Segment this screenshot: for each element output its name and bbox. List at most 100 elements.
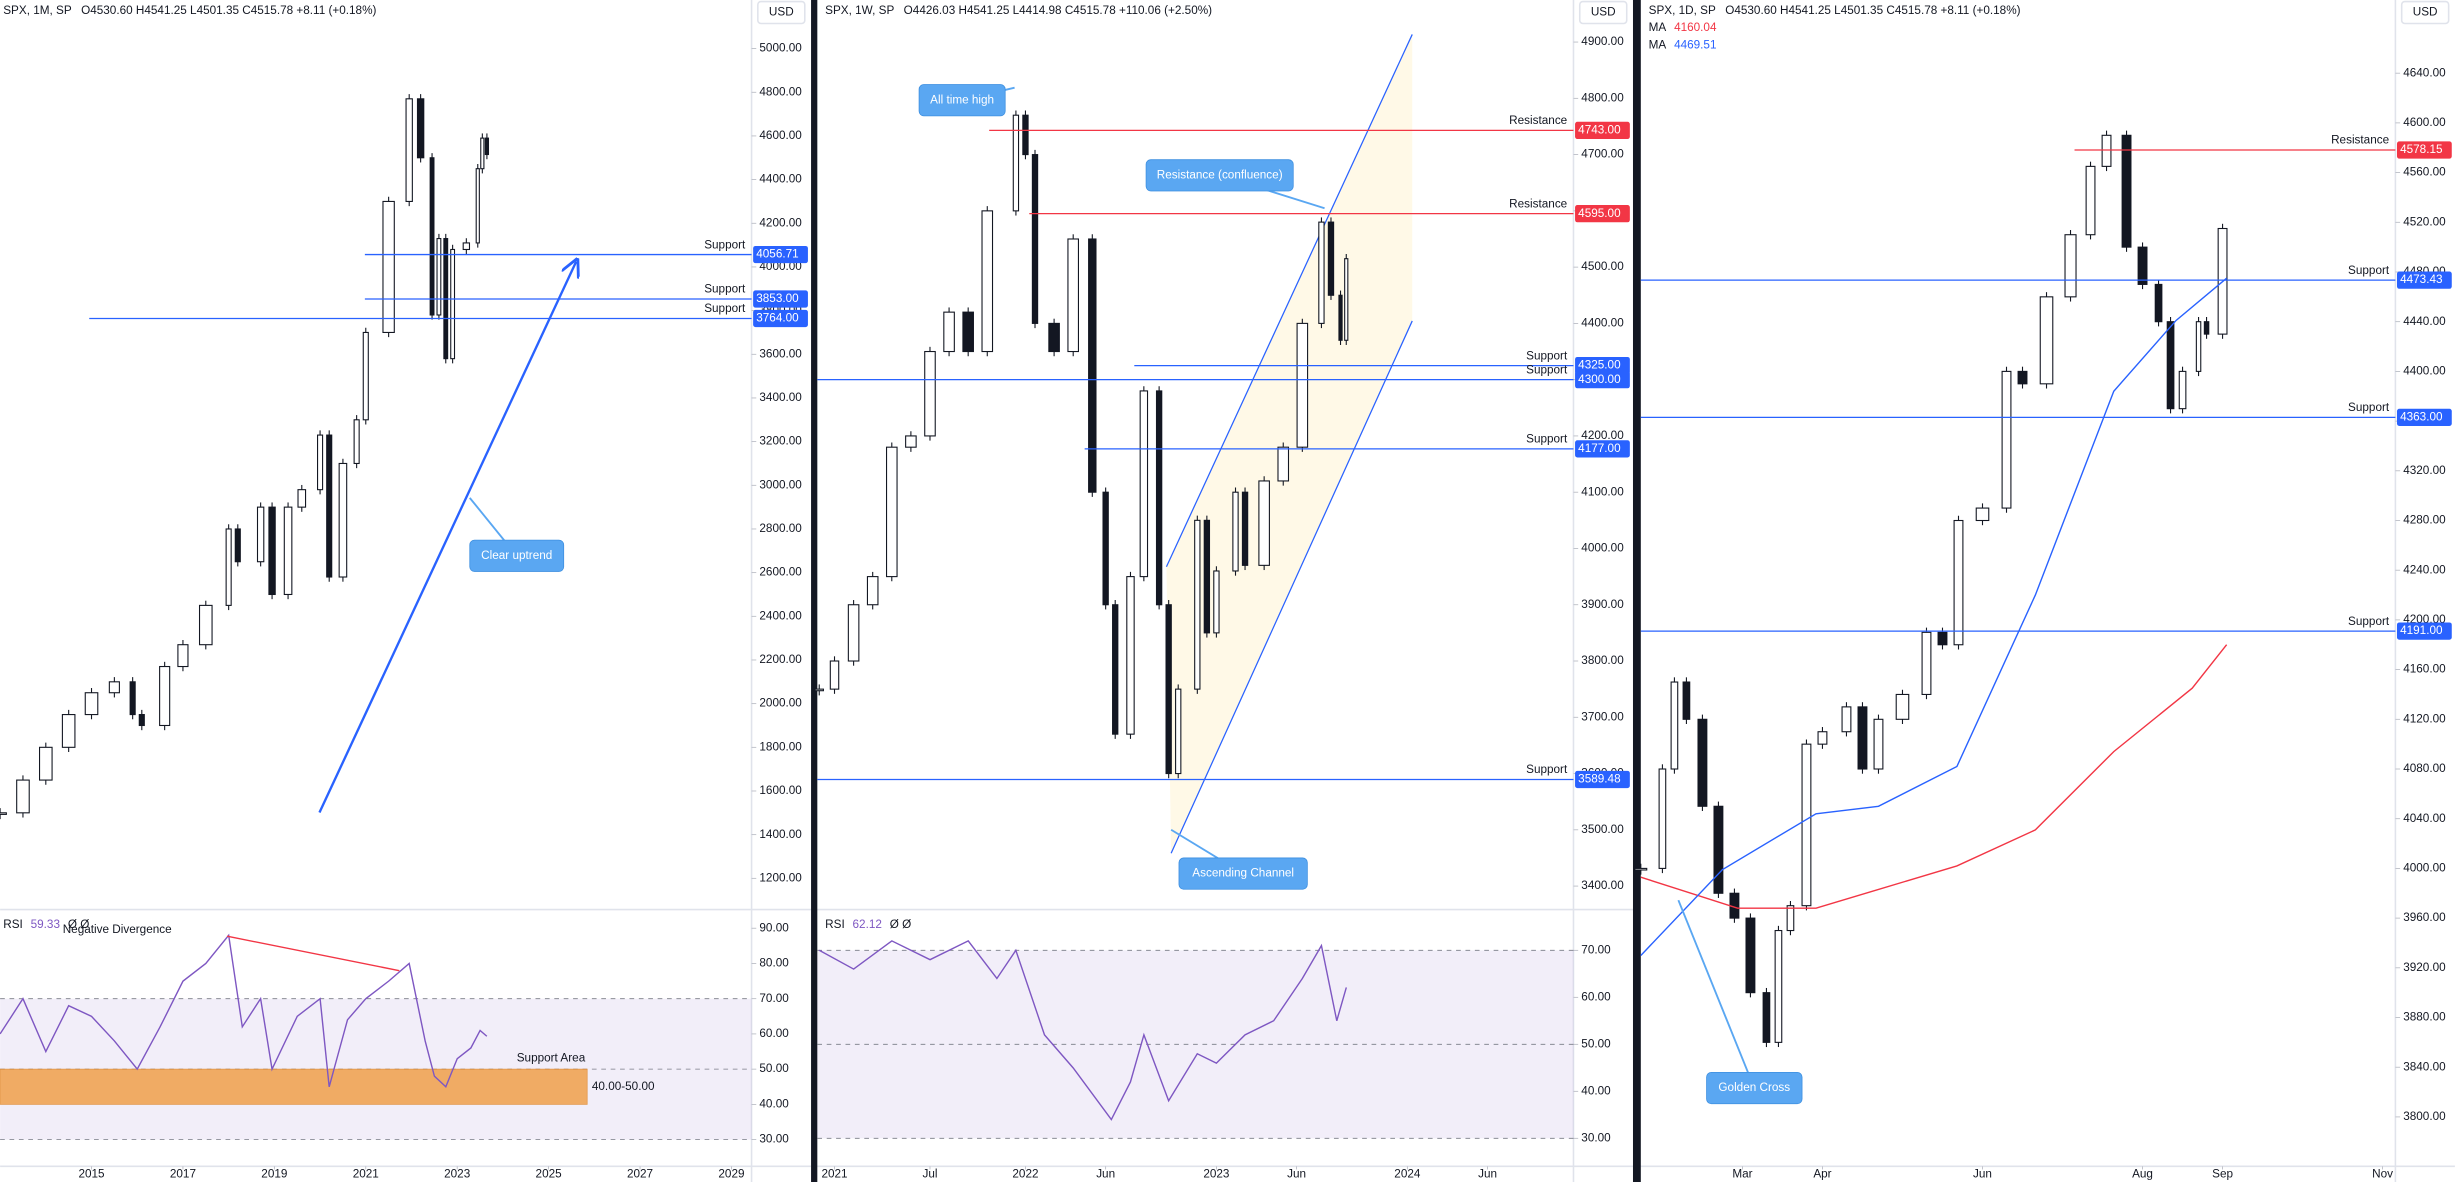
level-badge: [1575, 770, 1630, 789]
candle: [159, 665, 171, 727]
level-value: 4473.43: [2400, 273, 2443, 286]
x-tick-label: 2029: [718, 1167, 744, 1180]
y-tick-label: 3200.00: [759, 435, 802, 448]
level-label: Support: [2348, 264, 2390, 277]
candle: [317, 434, 324, 491]
candle: [1682, 681, 1691, 720]
y-tick-label: 3000.00: [759, 478, 802, 491]
level-badge: [753, 245, 808, 264]
rsi-name: RSI: [825, 918, 845, 931]
callout-text: Resistance (confluence): [1157, 168, 1283, 181]
y-tick-label: 2600.00: [759, 566, 802, 579]
candle: [1277, 446, 1290, 482]
level-label: Support: [704, 283, 746, 296]
candle: [1327, 221, 1335, 296]
rsi-status: Ø Ø: [68, 918, 90, 931]
y-tick-label: 3800.00: [2403, 1110, 2446, 1123]
y-tick-label: 3400.00: [759, 391, 802, 404]
candle: [1139, 390, 1149, 578]
candle: [962, 311, 974, 353]
level-label: Support: [704, 238, 746, 251]
y-tick-label: 4080.00: [2403, 762, 2446, 775]
callout-text: All time high: [930, 93, 994, 106]
rsi-y-tick-label: 40.00: [1581, 1084, 1611, 1097]
candle: [1031, 154, 1039, 324]
candle: [1194, 519, 1201, 690]
candle: [480, 137, 485, 170]
candle: [1745, 917, 1756, 994]
y-tick-label: 3800.00: [1581, 654, 1624, 667]
candle: [2203, 321, 2210, 335]
level-badge: [1575, 371, 1630, 389]
x-tick-label: Aug: [2132, 1167, 2153, 1180]
y-tick-label: 3900.00: [1581, 598, 1624, 611]
y-tick-label: 3920.00: [2403, 961, 2446, 974]
rsi-y-tick-label: 30.00: [759, 1133, 789, 1146]
rsi-y-tick-label: 50.00: [1581, 1037, 1611, 1050]
rsi-header: RSI 62.12 Ø Ø: [825, 918, 911, 931]
candle: [1774, 929, 1783, 1043]
y-tick-label: 4040.00: [2403, 812, 2446, 825]
ma-name: MA: [1649, 38, 1667, 51]
y-tick-label: 4240.00: [2403, 563, 2446, 576]
y-tick-label: 4200.00: [1581, 429, 1624, 442]
candle: [1658, 768, 1667, 869]
panel-separator: [1632, 0, 1641, 1182]
level-badge: [2396, 271, 2452, 289]
candle: [1067, 238, 1079, 353]
candle: [1841, 706, 1852, 733]
candle: [2039, 296, 2054, 385]
candle: [283, 506, 293, 596]
candle: [416, 98, 425, 159]
y-tick-label: 4400.00: [2403, 364, 2446, 377]
y-tick-label: 4000.00: [1581, 542, 1624, 555]
currency: USD: [1591, 6, 1616, 19]
rsi-y-tick-label: 80.00: [759, 957, 789, 970]
candle: [1012, 114, 1020, 212]
candle: [429, 157, 435, 316]
ma-legend: MA 4469.51: [1649, 38, 1717, 51]
level-label: Support: [1526, 763, 1568, 776]
level-value: 4191.00: [2400, 624, 2443, 637]
y-tick-label: 3700.00: [1581, 710, 1624, 723]
ohlc: O4530.60 H4541.25 L4501.35 C4515.78 +8.1…: [1725, 4, 2020, 17]
candle: [2101, 134, 2112, 167]
candle: [353, 419, 360, 465]
y-tick-label: 3400.00: [1581, 879, 1624, 892]
candle: [2178, 370, 2187, 410]
y-tick-label: 4320.00: [2403, 464, 2446, 477]
candle: [1634, 867, 1648, 871]
candle: [38, 746, 53, 781]
level-badge: [753, 290, 808, 308]
candle: [924, 350, 936, 437]
candle: [1921, 631, 1932, 696]
rsi-y-tick-label: 50.00: [759, 1062, 789, 1075]
candle: [1022, 114, 1029, 156]
level-value: 4056.71: [756, 248, 798, 261]
x-tick-label: Jun: [1287, 1167, 1306, 1180]
level-badge: [2396, 622, 2452, 640]
x-tick-label: 2022: [1012, 1167, 1038, 1180]
rsi-y-tick-label: 70.00: [759, 992, 789, 1005]
candle: [0, 812, 7, 815]
candle: [138, 714, 145, 727]
ohlc: O4426.03 H4541.25 L4414.98 C4515.78 +110…: [904, 4, 1212, 17]
level-label: Support: [2348, 615, 2390, 628]
rsi-line: [0, 933, 488, 1089]
symbol-header: SPX, 1W, SP O4426.03 H4541.25 L4414.98 C4…: [825, 4, 1212, 17]
candle: [362, 331, 369, 421]
y-tick-label: 3960.00: [2403, 911, 2446, 924]
y-tick-label: 4440.00: [2403, 315, 2446, 328]
candle: [405, 98, 413, 202]
currency-box: [2400, 0, 2450, 25]
x-tick-label: 2023: [444, 1167, 471, 1180]
level-label: Support: [1526, 363, 1568, 376]
y-tick-label: 2000.00: [759, 697, 802, 710]
y-tick-label: 4600.00: [759, 129, 802, 142]
candle: [1762, 992, 1771, 1043]
y-tick-label: 1400.00: [759, 828, 802, 841]
level-badge: [2396, 141, 2452, 159]
y-tick-label: 4000.00: [2403, 862, 2446, 875]
level-value: 4325.00: [1578, 359, 1621, 372]
